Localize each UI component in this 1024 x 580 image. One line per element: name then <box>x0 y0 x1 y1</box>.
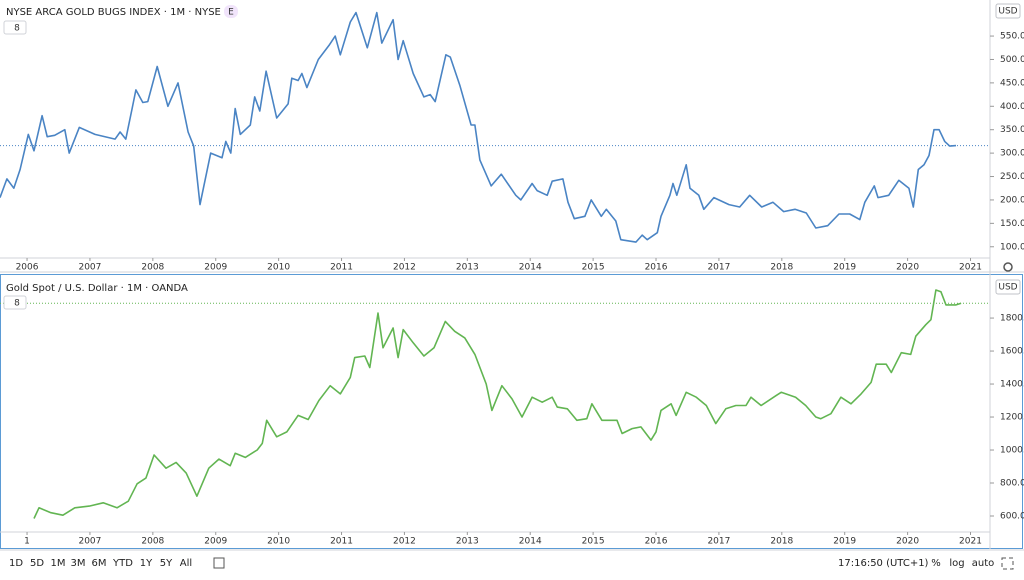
active-pane-border <box>0 274 1023 549</box>
x-tick-label: 2007 <box>78 537 101 547</box>
y-tick-label: 1400.000 <box>1000 380 1024 390</box>
y-tick-label: 800.000 <box>1000 479 1024 489</box>
x-tick-label: 2013 <box>456 537 479 547</box>
range-button[interactable]: 1Y <box>140 558 153 569</box>
x-tick-label: 2017 <box>707 537 730 547</box>
x-tick-label: 2010 <box>267 263 290 273</box>
x-tick-label: 2016 <box>645 263 668 273</box>
x-tick-label: 2007 <box>78 263 101 273</box>
x-tick-label: 2010 <box>267 537 290 547</box>
collapse-button[interactable] <box>3 295 27 310</box>
x-tick-label: 2020 <box>896 263 919 273</box>
x-tick-label: 2021 <box>959 263 982 273</box>
x-tick-label: 2012 <box>393 263 416 273</box>
range-button[interactable]: 6M <box>92 558 107 569</box>
range-button[interactable]: All <box>180 558 192 569</box>
x-tick-label: 2016 <box>645 537 668 547</box>
x-tick-label: 2006 <box>16 263 39 273</box>
x-tick-label: 2018 <box>770 263 793 273</box>
y-tick-label: 1600.000 <box>1000 347 1024 357</box>
range-button[interactable]: 3M <box>71 558 86 569</box>
gear-icon[interactable] <box>1003 262 1013 272</box>
x-tick-label: 2019 <box>833 263 856 273</box>
currency-box[interactable] <box>995 279 1021 295</box>
currency-box[interactable] <box>995 3 1021 19</box>
percent-toggle[interactable]: % <box>931 558 941 569</box>
fullscreen-icon[interactable] <box>1001 557 1014 570</box>
range-button[interactable]: 5Y <box>160 558 173 569</box>
x-tick-label: 2009 <box>204 263 227 273</box>
x-tick-label: 2008 <box>141 263 164 273</box>
x-tick-label: 2011 <box>330 537 353 547</box>
collapse-button[interactable] <box>3 20 27 35</box>
y-tick-label: 350.000 <box>1000 125 1024 135</box>
x-tick-label: 2014 <box>519 537 542 547</box>
y-tick-label: 200.000 <box>1000 195 1024 205</box>
exchange-badge-text: E <box>228 8 234 18</box>
y-tick-label: 1000.000 <box>1000 446 1024 456</box>
range-button[interactable]: 1M <box>51 558 66 569</box>
collapse-button-text[interactable]: 8 <box>14 24 20 34</box>
y-tick-label: 450.000 <box>1000 78 1024 88</box>
y-tick-label: 150.000 <box>1000 219 1024 229</box>
x-tick-label: 2008 <box>141 537 164 547</box>
y-tick-label: 500.000 <box>1000 55 1024 65</box>
y-tick-label: 250.000 <box>1000 172 1024 182</box>
y-tick-label: 600.000 <box>1000 512 1024 522</box>
y-tick-label: 550.000 <box>1000 32 1024 42</box>
x-tick-label: 2018 <box>770 537 793 547</box>
x-tick-label: 2019 <box>833 537 856 547</box>
legend-title: NYSE ARCA GOLD BUGS INDEX · 1M · NYSE <box>6 7 221 18</box>
clock: 17:16:50 (UTC+1) <box>838 558 929 569</box>
y-tick-label: 100.000 <box>1000 242 1024 252</box>
price-line <box>0 11 957 243</box>
collapse-button-text[interactable]: 8 <box>14 299 20 309</box>
x-tick-label: 1 <box>24 537 30 547</box>
log-toggle[interactable]: log <box>949 558 964 569</box>
auto-toggle[interactable]: auto <box>972 558 995 569</box>
x-tick-label: 2021 <box>959 537 982 547</box>
date-range-icon[interactable] <box>213 557 225 569</box>
exchange-badge <box>224 5 238 18</box>
price-line <box>33 289 962 519</box>
y-tick-label: 1200.000 <box>1000 413 1024 423</box>
x-tick-label: 2011 <box>330 263 353 273</box>
x-tick-label: 2020 <box>896 537 919 547</box>
x-tick-label: 2009 <box>204 537 227 547</box>
currency-label[interactable]: USD <box>998 283 1017 293</box>
x-tick-label: 2012 <box>393 537 416 547</box>
x-tick-label: 2015 <box>582 263 605 273</box>
x-tick-label: 2015 <box>582 537 605 547</box>
y-tick-label: 400.000 <box>1000 102 1024 112</box>
y-tick-label: 1800.000 <box>1000 314 1024 324</box>
x-tick-label: 2013 <box>456 263 479 273</box>
legend-title: Gold Spot / U.S. Dollar · 1M · OANDA <box>6 283 188 294</box>
range-button[interactable]: 1D <box>9 558 23 569</box>
x-tick-label: 2017 <box>707 263 730 273</box>
range-button[interactable]: 5D <box>30 558 44 569</box>
range-button[interactable]: YTD <box>112 558 133 569</box>
y-tick-label: 300.000 <box>1000 149 1024 159</box>
currency-label[interactable]: USD <box>998 7 1017 17</box>
x-tick-label: 2014 <box>519 263 542 273</box>
